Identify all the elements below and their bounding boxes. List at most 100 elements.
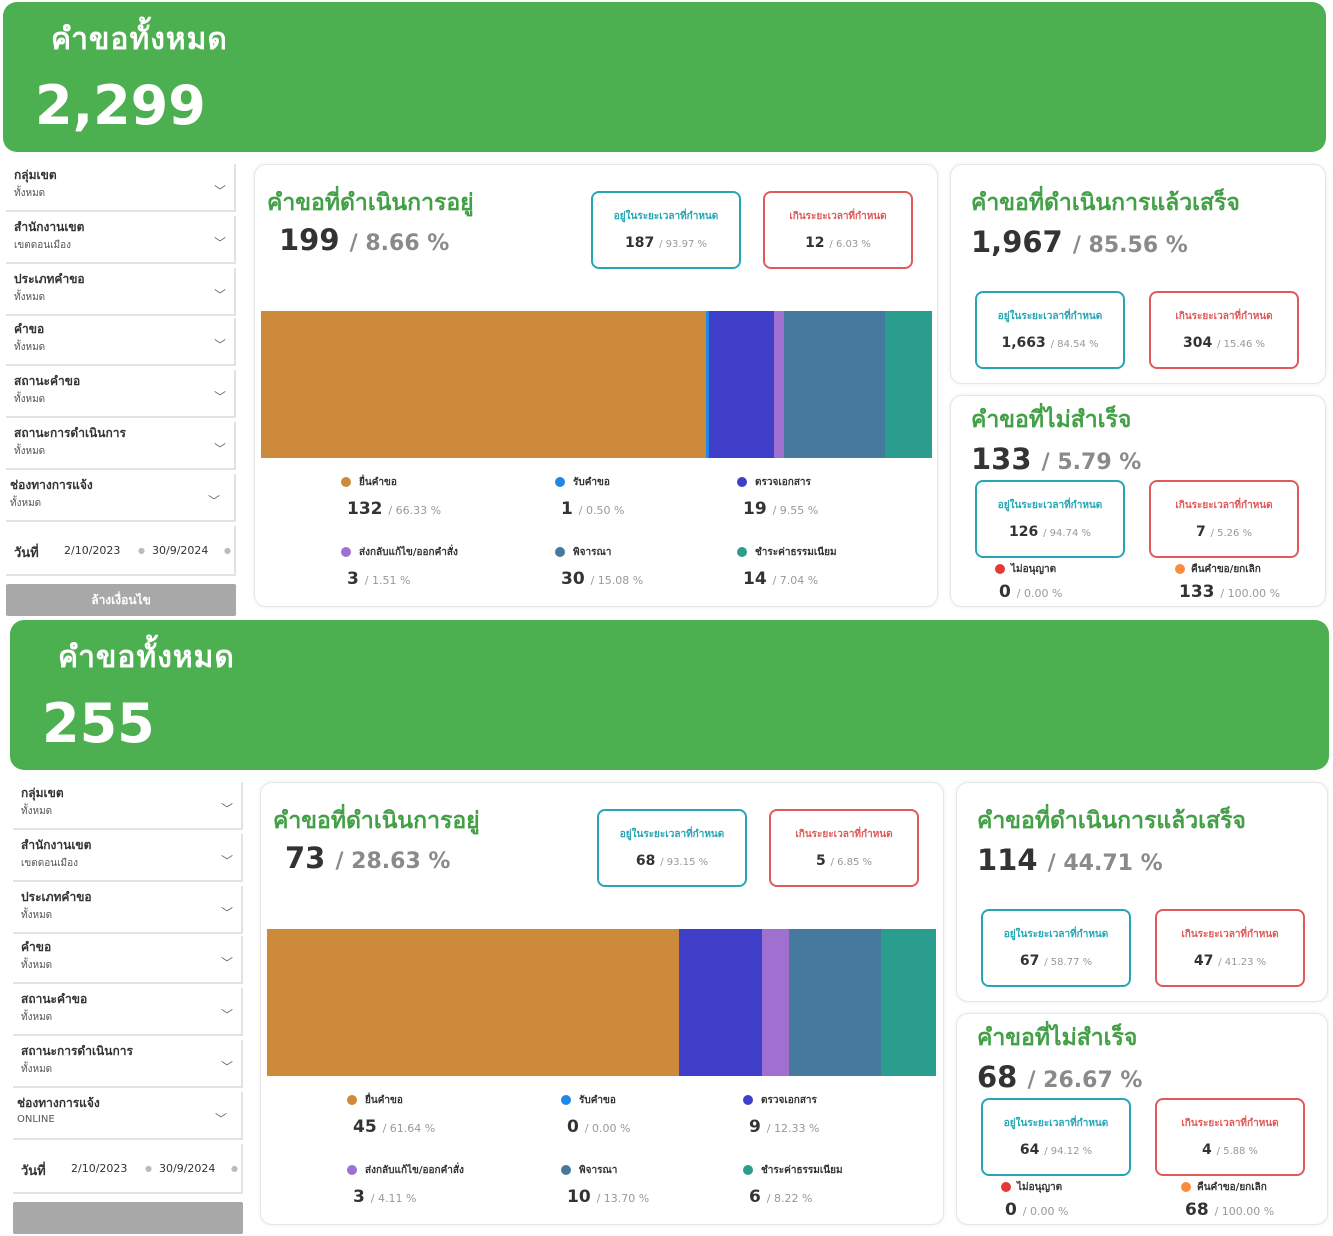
completed-card: คำขอที่ดำเนินการแล้วเสร็จ 1,967 / 85.56 … — [950, 164, 1326, 384]
filter-process-status[interactable]: สถานะการดำเนินการ ทั้งหมด ﹀ — [6, 422, 236, 470]
legend-value: 45 / 61.64 % — [353, 1117, 436, 1137]
filter-request[interactable]: คำขอทั้งหมด ﹀ — [13, 936, 243, 984]
filter-label: สำนักงานเขต — [21, 838, 92, 852]
bar-segment — [773, 311, 784, 458]
bar-segment — [709, 311, 774, 458]
bar-segment — [880, 929, 936, 1076]
filter-district-office[interactable]: สำนักงานเขต เขตดอนเมือง ﹀ — [6, 216, 236, 264]
chevron-down-icon: ﹀ — [220, 956, 233, 970]
clear-filters-button[interactable]: ล้างเงื่อนไข — [6, 584, 236, 616]
filter-request[interactable]: คำขอ ทั้งหมด ﹀ — [6, 318, 236, 366]
filter-label: ประเภทคำขอ — [14, 272, 85, 286]
chevron-down-icon: ﹀ — [213, 236, 226, 250]
total-banner: คำขอทั้งหมด 255 — [10, 620, 1329, 770]
filter-value: ทั้งหมด — [14, 394, 46, 405]
legend-label: ส่งกลับแก้ไข/ออกคำสั่ง — [365, 1165, 464, 1176]
failed-title: คำขอที่ไม่สำเร็จ — [971, 407, 1132, 433]
legend-dot-icon — [347, 1095, 357, 1105]
date-range: วันที่ 2/10/2023 ● 30/9/2024 ● — [6, 526, 236, 576]
legend-label: ตรวจเอกสาร — [761, 1095, 817, 1106]
filter-value: เขตดอนเมือง — [14, 240, 71, 251]
filter-label: คำขอ — [21, 940, 52, 954]
filter-district-office[interactable]: สำนักงานเขต เขตดอนเมือง ﹀ — [13, 834, 243, 882]
legend-value: 1 / 0.50 % — [561, 499, 625, 519]
date-picker-icon[interactable]: ● — [224, 546, 231, 555]
filter-request-type[interactable]: ประเภทคำขอทั้งหมด ﹀ — [6, 268, 236, 316]
failed-count: 68 / 26.67 % — [977, 1060, 1143, 1094]
chevron-down-icon: ﹀ — [213, 184, 226, 198]
in-progress-count: 73 / 28.63 % — [285, 841, 451, 875]
chevron-down-icon: ﹀ — [213, 338, 226, 352]
completed-card: คำขอที่ดำเนินการแล้วเสร็จ 114 / 44.71 % … — [956, 782, 1328, 1002]
chevron-down-icon: ﹀ — [220, 802, 233, 816]
bar-segment — [679, 929, 762, 1076]
legend-dot-icon — [743, 1165, 753, 1175]
date-to-input[interactable]: 30/9/2024 — [152, 544, 209, 557]
in-progress-over-time: เกินระยะเวลาที่กำหนด 5 / 6.85 % — [769, 809, 919, 887]
bar-segment — [789, 929, 881, 1076]
chevron-down-icon: ﹀ — [213, 442, 226, 456]
red-dot-icon — [1001, 1182, 1011, 1192]
filter-value: ทั้งหมด — [10, 498, 42, 509]
failed-within-time: อยู่ในระยะเวลาที่กำหนด 126 / 94.74 % — [975, 480, 1125, 558]
legend-value: 19 / 9.55 % — [743, 499, 819, 519]
legend-label: ยื่นคำขอ — [365, 1095, 403, 1106]
legend-dot-icon — [561, 1165, 571, 1175]
date-from-input[interactable]: 2/10/2023 — [71, 1162, 128, 1175]
filter-channel[interactable]: ช่องทางการแจ้ง ทั้งหมด ﹀ — [6, 474, 236, 522]
filter-label: ช่องทางการแจ้ง — [10, 478, 93, 492]
clear-filters-button[interactable] — [13, 1202, 243, 1234]
legend-label: รับคำขอ — [579, 1095, 616, 1106]
date-label: วันที่ — [14, 546, 39, 561]
legend-label: พิจารณา — [573, 547, 612, 558]
failed-within-time: อยู่ในระยะเวลาที่กำหนด 64 / 94.12 % — [981, 1098, 1131, 1176]
legend-dot-icon — [341, 477, 351, 487]
in-progress-within-time: อยู่ในระยะเวลาที่กำหนด 187 / 93.97 % — [591, 191, 741, 269]
date-label: วันที่ — [21, 1164, 46, 1179]
filter-value: ทั้งหมด — [21, 910, 53, 921]
failed-card: คำขอที่ไม่สำเร็จ 68 / 26.67 % อยู่ในระยะ… — [956, 1013, 1328, 1225]
in-progress-card: คำขอที่ดำเนินการอยู่ 199 / 8.66 % อยู่ใน… — [254, 164, 938, 607]
legend-dot-icon — [347, 1165, 357, 1175]
banner-total: 2,299 — [35, 74, 206, 137]
filter-value: ทั้งหมด — [14, 292, 46, 303]
in-progress-count: 199 / 8.66 % — [279, 223, 450, 257]
banner-total: 255 — [42, 692, 155, 755]
filter-label: สถานะคำขอ — [21, 992, 88, 1006]
bar-segment — [783, 311, 885, 458]
date-picker-icon[interactable]: ● — [231, 1164, 238, 1173]
legend-value: 14 / 7.04 % — [743, 569, 819, 589]
orange-dot-icon — [1181, 1182, 1191, 1192]
completed-within-time: อยู่ในระยะเวลาที่กำหนด 1,663 / 84.54 % — [975, 291, 1125, 369]
legend-label: ตรวจเอกสาร — [755, 477, 811, 488]
chevron-down-icon: ﹀ — [220, 1008, 233, 1022]
legend-value: 132 / 66.33 % — [347, 499, 442, 519]
filter-zone-group[interactable]: กลุ่มเขต ทั้งหมด ﹀ — [6, 164, 236, 212]
completed-over-time: เกินระยะเวลาที่กำหนด 304 / 15.46 % — [1149, 291, 1299, 369]
legend-label: ชำระค่าธรรมเนียม — [755, 547, 837, 558]
legend-label: รับคำขอ — [573, 477, 610, 488]
legend-value: 0 / 0.00 % — [567, 1117, 631, 1137]
date-picker-icon[interactable]: ● — [145, 1164, 152, 1173]
red-dot-icon — [995, 564, 1005, 574]
date-to-input[interactable]: 30/9/2024 — [159, 1162, 216, 1175]
filter-channel[interactable]: ช่องทางการแจ้ง ONLINE ﹀ — [13, 1092, 243, 1140]
filter-value: ทั้งหมด — [21, 806, 53, 817]
filter-zone-group[interactable]: กลุ่มเขต ทั้งหมด ﹀ — [13, 782, 243, 830]
filter-value: ทั้งหมด — [21, 960, 53, 971]
bar-segment — [761, 929, 790, 1076]
chevron-down-icon: ﹀ — [213, 288, 226, 302]
filter-request-type[interactable]: ประเภทคำขอ ทั้งหมด ﹀ — [13, 886, 243, 934]
legend-value: 9 / 12.33 % — [749, 1117, 820, 1137]
filter-request-status[interactable]: สถานะคำขอ ทั้งหมด ﹀ — [6, 370, 236, 418]
legend-dot-icon — [743, 1095, 753, 1105]
legend-dot-icon — [555, 547, 565, 557]
completed-over-time: เกินระยะเวลาที่กำหนด 47 / 41.23 % — [1155, 909, 1305, 987]
filter-value: ทั้งหมด — [14, 188, 46, 199]
filter-label: ประเภทคำขอ — [21, 890, 92, 904]
chevron-down-icon: ﹀ — [220, 854, 233, 868]
date-picker-icon[interactable]: ● — [138, 546, 145, 555]
date-from-input[interactable]: 2/10/2023 — [64, 544, 121, 557]
filter-request-status[interactable]: สถานะคำขอ ทั้งหมด ﹀ — [13, 988, 243, 1036]
filter-process-status[interactable]: สถานะการดำเนินการ ทั้งหมด ﹀ — [13, 1040, 243, 1088]
